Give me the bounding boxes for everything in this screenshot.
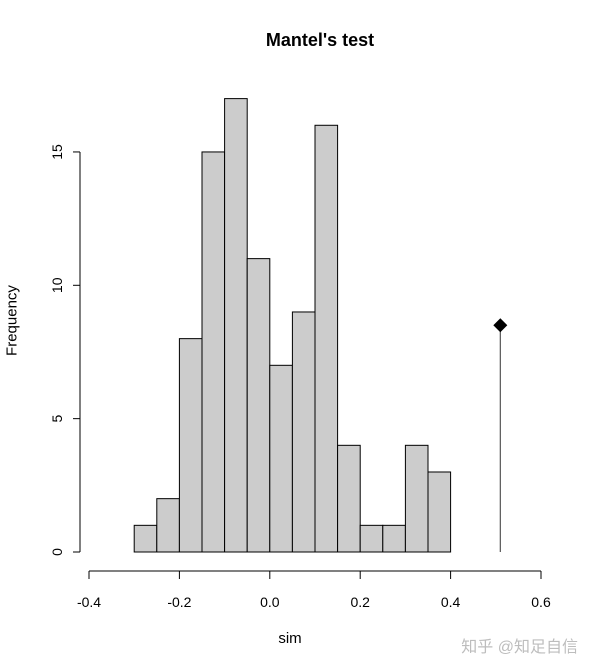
histogram-bar: [382, 524, 406, 553]
histogram-bar: [314, 124, 339, 553]
y-tick-label: 5: [49, 415, 65, 423]
histogram-bar: [404, 444, 429, 553]
histogram-bar: [156, 498, 180, 553]
histogram-bar: [224, 98, 248, 553]
histogram-bar: [291, 311, 316, 553]
x-tick-label: 0.4: [441, 594, 461, 610]
x-tick-label: -0.4: [77, 594, 101, 610]
observed-statistic-marker: [493, 318, 508, 552]
watermark: 知乎 @知足自信: [461, 639, 578, 656]
histogram-bars: [133, 98, 452, 553]
x-tick-label: -0.2: [167, 594, 191, 610]
x-tick-label: 0.0: [260, 594, 280, 610]
histogram-bar: [178, 338, 203, 553]
histogram-bar: [427, 471, 452, 553]
diamond-icon: [493, 318, 508, 333]
x-tick-label: 0.2: [350, 594, 370, 610]
y-axis: 0 5 10 15: [49, 144, 81, 556]
histogram-bar: [201, 151, 226, 553]
y-tick-label: 0: [49, 548, 65, 556]
y-tick-label: 10: [49, 277, 65, 293]
y-tick-label: 15: [49, 144, 65, 160]
x-axis-label: sim: [278, 630, 302, 647]
histogram-bar: [246, 258, 271, 553]
histogram-bar: [359, 524, 384, 553]
chart-title: Mantel's test: [265, 30, 375, 50]
x-axis: -0.4 -0.2 0.0 0.2 0.4 0.6: [77, 570, 551, 610]
histogram-bar: [133, 524, 158, 553]
histogram-bar: [337, 444, 361, 553]
y-axis-label: Frequency: [3, 285, 21, 356]
histogram-bar: [269, 364, 293, 553]
x-tick-label: 0.6: [531, 594, 551, 610]
